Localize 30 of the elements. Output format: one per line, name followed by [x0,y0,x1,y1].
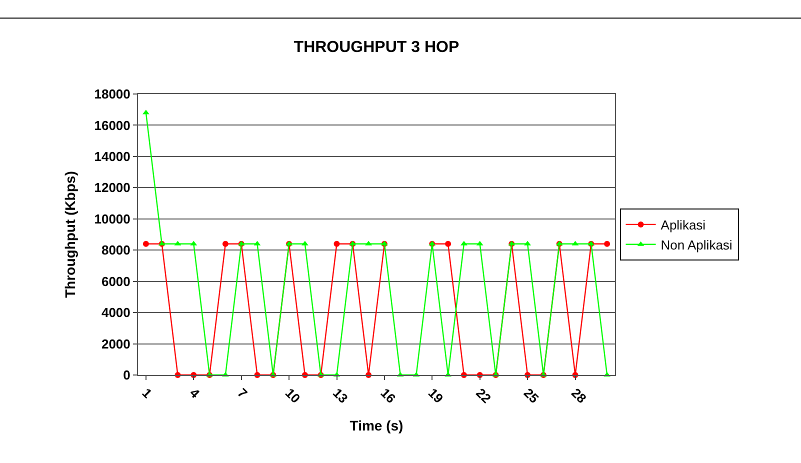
y-tick-label: 2000 [101,336,130,352]
point [445,240,452,247]
x-tick-label: 7 [234,385,250,401]
x-tick-label: 19 [425,385,446,406]
x-tick-label: 16 [378,385,399,406]
point [604,240,610,247]
y-tick-label: 4000 [101,305,130,320]
y-tick-label: 0 [123,368,130,383]
x-tick-label: 22 [473,385,494,406]
point [142,240,149,247]
y-tick-label: 6000 [101,274,130,289]
x-tick-label: 25 [520,385,542,406]
y-tick-label: 18000 [94,86,130,102]
chart-title: THROUGHPUT 3 HOP [294,38,460,56]
y-tick-label: 8000 [101,242,130,258]
point [334,240,340,247]
y-axis-title: Throughput (Kbps) [62,171,78,298]
legend-label: Non Aplikasi [660,237,732,252]
x-tick-label: 4 [186,385,204,402]
x-axis-title: Time (s) [350,417,404,434]
y-tick-label: 10000 [94,211,130,226]
point [222,240,228,247]
x-tick-label: 10 [282,385,304,406]
y-tick-label: 14000 [94,148,130,164]
x-tick-label: 28 [568,385,590,406]
x-tick-label: 13 [330,385,351,406]
x-tick-label: 1 [139,385,155,401]
y-tick-label: 16000 [94,118,130,133]
y-tick-label: 12000 [94,180,130,196]
legend-label: Aplikasi [660,218,706,233]
